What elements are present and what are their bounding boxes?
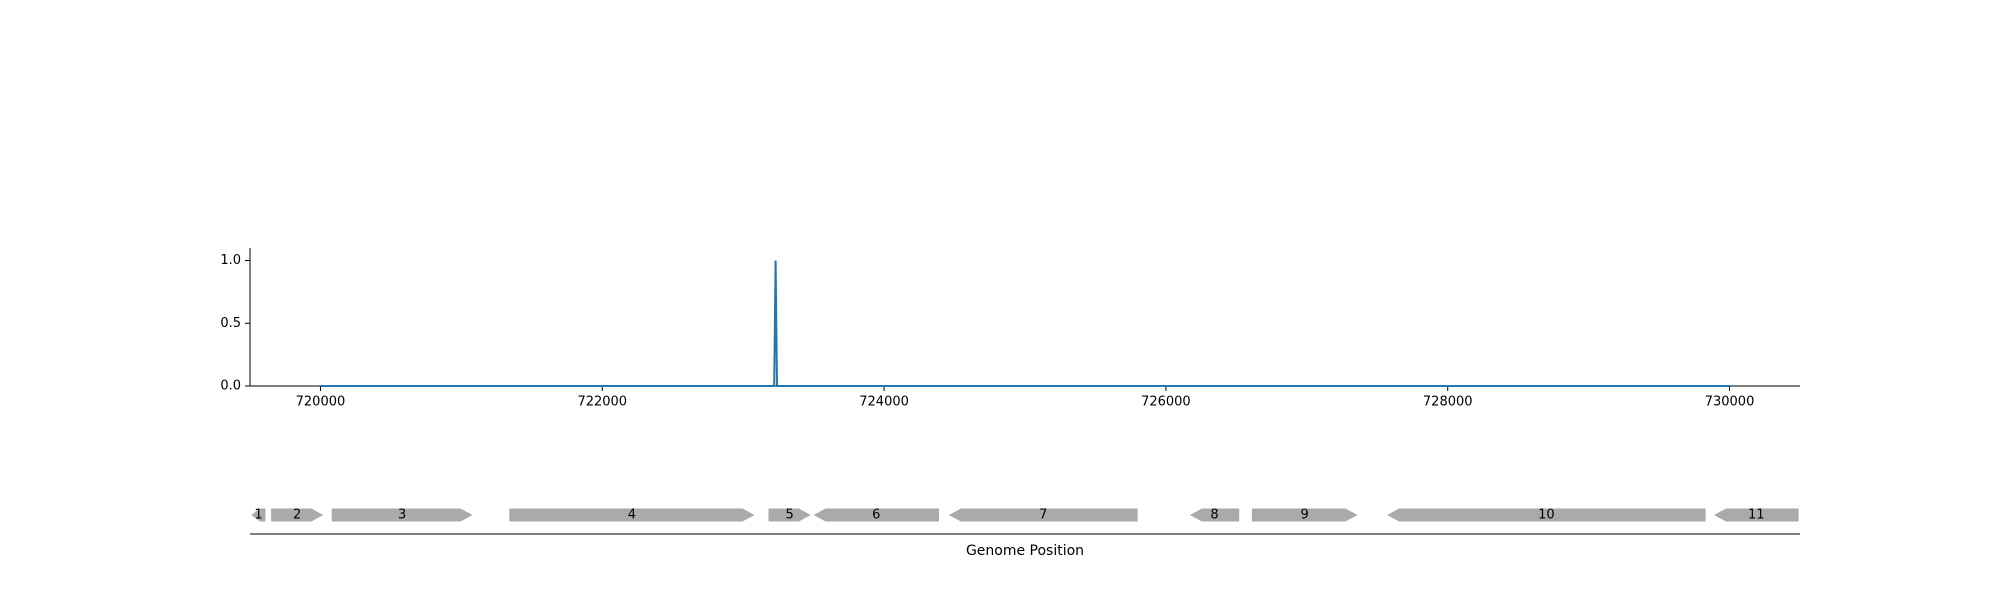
x-ticks: 720000 722000 724000 726000 728000 730000	[296, 386, 1755, 410]
y-tick-label: 1.0	[220, 253, 241, 268]
gene-label: 2	[293, 508, 301, 523]
gene-7: 7	[948, 508, 1138, 523]
x-tick-label: 722000	[577, 395, 627, 410]
gene-label: 9	[1301, 508, 1309, 523]
x-tick-label: 726000	[1141, 395, 1191, 410]
gene-arrows: 1 2 3 4 5 6 7 8 9 10 11	[251, 508, 1799, 523]
gene-track-x-axis-label: Genome Position	[966, 543, 1084, 559]
gene-arrow-shape	[768, 508, 811, 522]
gene-arrow-shape	[1189, 508, 1240, 522]
gene-2: 2	[271, 508, 324, 523]
gene-9: 9	[1251, 508, 1358, 523]
gene-arrow-shape	[271, 508, 324, 522]
gene-label: 6	[872, 508, 880, 523]
gene-8: 8	[1189, 508, 1240, 523]
gene-arrow-shape	[251, 508, 266, 522]
gene-arrow-shape	[331, 508, 473, 522]
gene-arrow-shape	[1251, 508, 1358, 522]
gene-arrow-shape	[948, 508, 1138, 522]
gene-label: 10	[1538, 508, 1555, 523]
y-tick-label: 0.0	[220, 379, 241, 394]
gene-6: 6	[813, 508, 939, 523]
gene-label: 1	[254, 508, 262, 523]
x-tick-label: 720000	[296, 395, 346, 410]
gene-track: 1 2 3 4 5 6 7 8 9 10 11 Genome Position	[250, 508, 1800, 559]
signal-plot: 0.0 0.5 1.0 720000 722000 724000 726000 728000…	[220, 248, 1800, 410]
gene-label: 11	[1748, 508, 1765, 523]
gene-11: 11	[1714, 508, 1799, 523]
gene-label: 4	[628, 508, 636, 523]
gene-arrow-shape	[509, 508, 755, 522]
gene-arrow-shape	[1387, 508, 1706, 522]
y-ticks: 0.0 0.5 1.0	[220, 253, 250, 394]
gene-3: 3	[331, 508, 473, 523]
gene-arrow-shape	[813, 508, 939, 522]
gene-10: 10	[1387, 508, 1706, 523]
gene-label: 8	[1210, 508, 1218, 523]
gene-5: 5	[768, 508, 811, 523]
gene-4: 4	[509, 508, 755, 523]
x-tick-label: 730000	[1705, 395, 1755, 410]
gene-1: 1	[251, 508, 266, 523]
gene-label: 5	[786, 508, 794, 523]
gene-arrow-shape	[1714, 508, 1799, 522]
x-tick-label: 724000	[859, 395, 909, 410]
gene-label: 7	[1039, 508, 1047, 523]
gene-label: 3	[398, 508, 406, 523]
x-tick-label: 728000	[1423, 395, 1473, 410]
signal-series-line	[320, 260, 1730, 387]
y-tick-label: 0.5	[220, 316, 241, 331]
